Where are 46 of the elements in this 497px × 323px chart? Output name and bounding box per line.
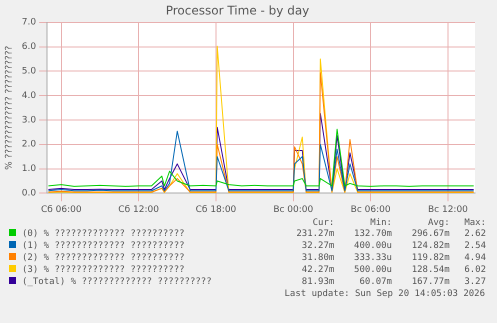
text: 296.67m [410,228,450,240]
text: 132.70m [353,228,392,240]
text: 500.00u [353,264,392,276]
text: 400.00u [353,240,392,252]
x-tick-label: Сб 18:00 [196,204,237,215]
text: 3.27 [463,276,486,288]
y-tick-label: 2.0 [22,140,36,150]
text: 333.33u [353,252,392,264]
chart-title: Processor Time - by day [166,3,310,18]
text: 167.77m [410,276,450,288]
y-tick-label: 1.0 [22,164,36,174]
y-tick-label: 7.0 [22,18,36,28]
text: 231.27m [295,228,334,240]
x-tick-label: Сб 12:00 [118,204,160,215]
text: 2.62 [463,228,486,240]
text: Cur: [312,218,334,228]
text: 31.80m [300,252,334,264]
text: Last update: Sun Sep 20 14:05:03 2026 [284,288,486,300]
text: 42.27m [300,264,334,276]
text: 124.82m [410,240,450,252]
text: 119.82m [410,252,450,264]
legend-label: (0) % ????????????? ?????????? [21,228,186,240]
text: 2.54 [463,240,486,252]
y-axis-title: % ????????????? ?????????? [4,46,15,170]
y-tick-label: 3.0 [22,115,36,126]
y-tick-label: 4.0 [22,90,36,101]
y-tick-label: 6.0 [22,42,36,52]
text: Avg: [426,218,450,228]
legend-label: (_Total) % ????????????? ?????????? [21,276,213,288]
text: 81.93m [300,276,334,288]
text: 4.94 [463,252,486,264]
y-tick-label: 5.0 [22,66,36,77]
x-tick-label: Вс 12:00 [428,204,468,215]
text: Min: [369,218,392,228]
legend-label: (2) % ????????????? ?????????? [21,252,186,264]
text: 128.54m [410,264,450,276]
legend-label: (3) % ????????????? ?????????? [21,264,186,276]
x-tick-label: Вс 06:00 [350,204,391,215]
text: 60.07m [358,276,392,288]
x-tick-label: Сб 06:00 [40,204,82,215]
legend-label: (1) % ????????????? ?????????? [21,240,186,252]
text: Max: [463,218,486,228]
text: 32.27m [300,240,334,252]
x-tick-label: Вс 00:00 [273,204,314,215]
y-tick-label: 0.0 [22,188,36,199]
text: 6.02 [463,264,486,276]
